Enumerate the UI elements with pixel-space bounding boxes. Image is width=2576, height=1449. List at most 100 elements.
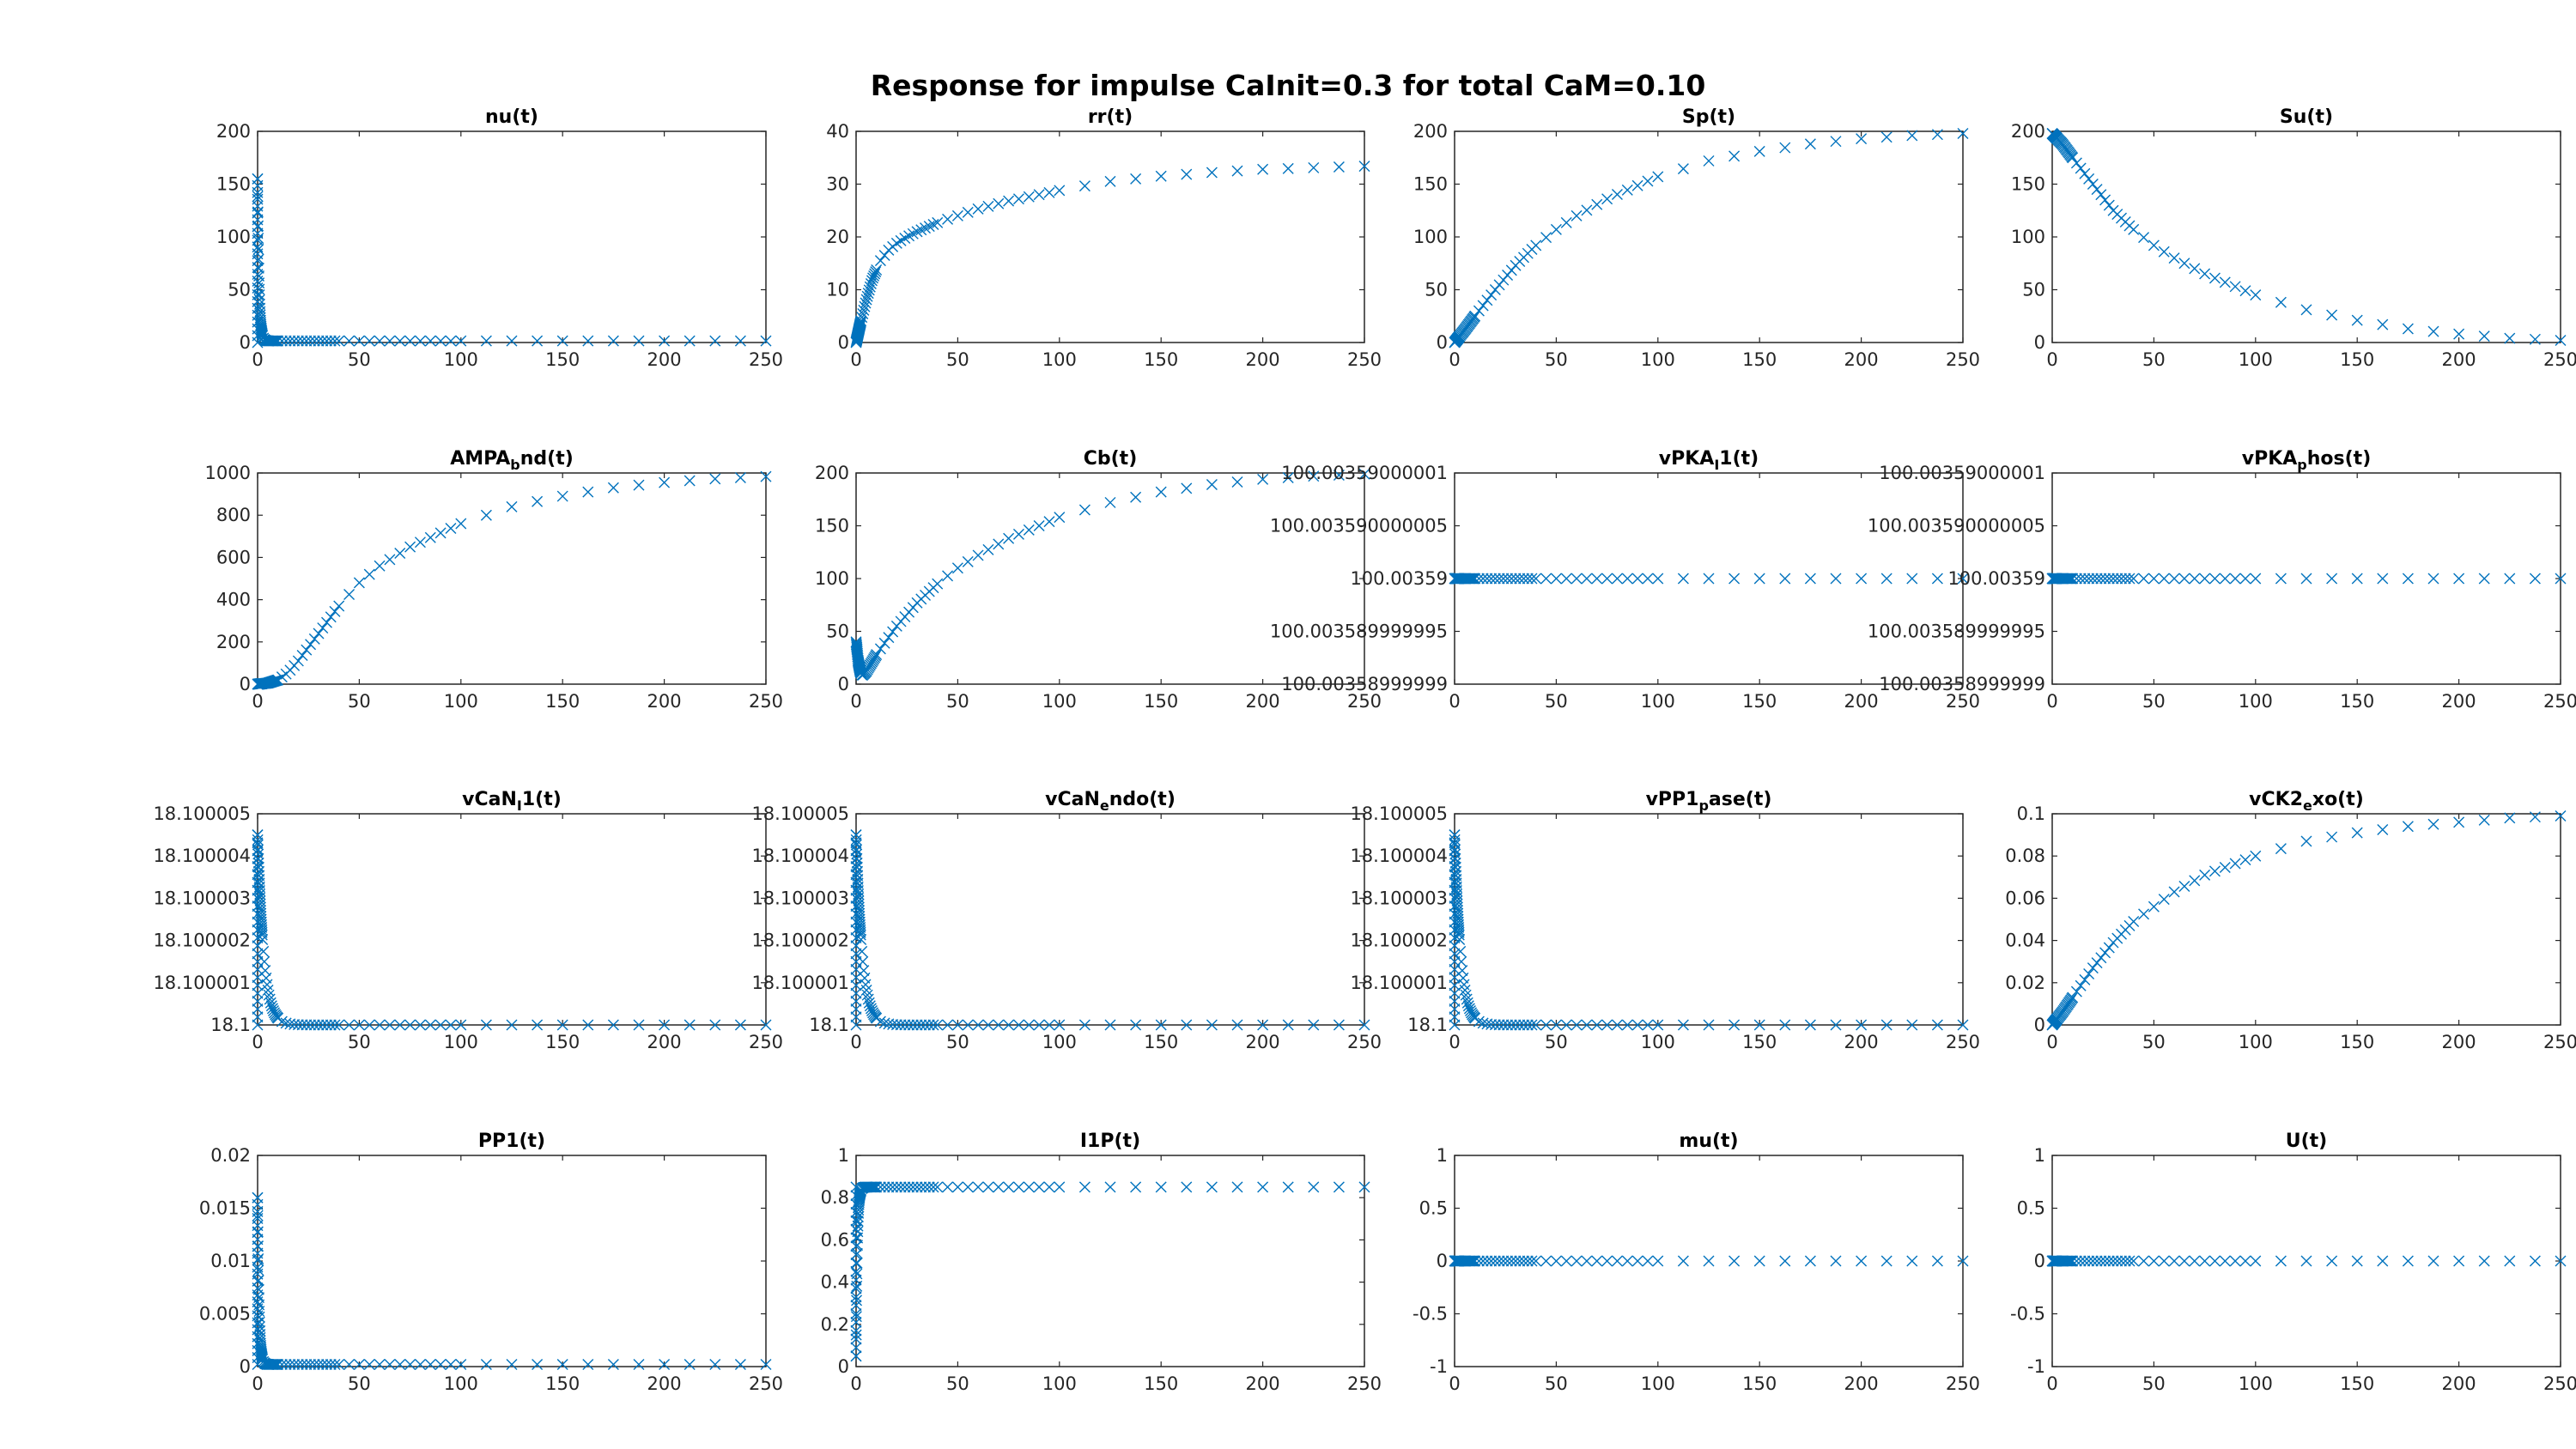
data-point-marker xyxy=(556,335,568,347)
data-point-marker xyxy=(850,979,862,991)
data-point-marker xyxy=(2099,573,2111,585)
x-tick-label: 250 xyxy=(1946,1032,1980,1052)
data-point-marker xyxy=(1054,1181,1066,1193)
data-point-marker xyxy=(2079,573,2091,585)
data-point-marker xyxy=(2087,179,2099,190)
data-point-marker xyxy=(1830,1255,1842,1267)
y-tick-label: 0 xyxy=(2034,1015,2045,1035)
data-point-marker xyxy=(321,1359,333,1371)
x-tick-label: 250 xyxy=(749,1373,783,1394)
data-point-marker xyxy=(1779,142,1791,154)
data-point-marker xyxy=(1540,1019,1552,1031)
data-point-marker xyxy=(289,1359,301,1371)
data-point-marker xyxy=(854,924,866,936)
data-point-marker xyxy=(1931,1255,1943,1267)
data-point-marker xyxy=(633,335,645,347)
data-point-marker xyxy=(1728,573,1741,585)
data-point-marker xyxy=(308,1019,320,1031)
data-point-marker xyxy=(2178,880,2190,892)
data-point-marker xyxy=(1078,180,1091,192)
y-tick-label: 18.100003 xyxy=(1350,888,1448,908)
data-point-marker xyxy=(874,1016,886,1028)
data-point-marker xyxy=(480,1359,492,1371)
data-point-marker xyxy=(284,335,296,347)
data-point-marker xyxy=(252,1210,264,1222)
data-point-marker xyxy=(1560,573,1572,585)
data-point-marker xyxy=(1753,1019,1765,1031)
x-tick-label: 50 xyxy=(946,349,969,370)
x-tick-label: 250 xyxy=(1347,1032,1382,1052)
x-tick-label: 100 xyxy=(444,1373,478,1394)
data-point-marker xyxy=(2229,281,2241,293)
data-point-marker xyxy=(867,272,879,284)
data-point-marker xyxy=(760,1019,772,1031)
data-point-marker xyxy=(659,476,671,488)
data-point-marker xyxy=(1231,165,1243,177)
data-point-marker xyxy=(2239,285,2251,297)
axes-box xyxy=(855,130,1365,343)
data-point-marker xyxy=(2326,309,2338,321)
data-point-marker xyxy=(374,1019,386,1031)
data-point-marker xyxy=(993,197,1005,209)
data-point-marker xyxy=(2351,573,2363,585)
data-point-marker xyxy=(2427,325,2439,337)
data-point-marker xyxy=(1054,185,1066,197)
data-point-marker xyxy=(951,1181,963,1193)
y-tick-label: 0.6 xyxy=(821,1229,849,1250)
x-tick-label: 250 xyxy=(749,349,783,370)
y-tick-label: 18.1 xyxy=(1407,1015,1448,1035)
subplot-11: vPP1pase(t) 0 50 100 150 200 250 18.1 18.100001 1… xyxy=(1350,789,1980,1052)
data-point-marker xyxy=(982,1181,994,1193)
data-point-marker xyxy=(556,1359,568,1371)
data-point-marker xyxy=(2219,861,2231,873)
y-tick-label: 0.08 xyxy=(2005,846,2045,866)
x-tick-label: 200 xyxy=(647,1373,682,1394)
x-tick-label: 50 xyxy=(2142,1373,2166,1394)
data-point-marker xyxy=(353,1019,365,1031)
data-point-marker xyxy=(1856,133,1868,145)
data-point-marker xyxy=(258,945,270,957)
data-series xyxy=(850,829,1370,1031)
data-point-marker xyxy=(1522,1255,1534,1267)
data-point-marker xyxy=(659,1019,671,1031)
subplot-13: PP1(t) 0 50 100 150 200 250 0 0.005 0.01 0.015 0.02 xyxy=(199,1131,783,1394)
data-point-marker xyxy=(1012,1019,1024,1031)
data-point-marker xyxy=(506,500,518,512)
data-point-marker xyxy=(1804,573,1816,585)
data-point-marker xyxy=(363,568,375,580)
data-point-marker xyxy=(394,1359,406,1371)
x-tick-label: 100 xyxy=(2239,349,2273,370)
data-point-marker xyxy=(1540,1255,1552,1267)
x-tick-label: 150 xyxy=(2340,1032,2374,1052)
data-point-marker xyxy=(292,335,304,347)
data-point-marker xyxy=(1449,861,1461,873)
data-point-marker xyxy=(1728,1255,1741,1267)
data-point-marker xyxy=(851,848,863,860)
data-series xyxy=(252,829,772,1031)
data-point-marker xyxy=(1130,173,1142,185)
data-point-marker xyxy=(2099,1255,2111,1267)
data-point-marker xyxy=(325,335,337,347)
data-point-marker xyxy=(1830,1019,1842,1031)
data-point-marker xyxy=(1631,573,1643,585)
data-point-marker xyxy=(2504,1255,2516,1267)
data-point-marker xyxy=(982,1019,994,1031)
x-tick-label: 100 xyxy=(2239,691,2273,712)
data-point-marker xyxy=(1591,198,1603,210)
x-tick-label: 100 xyxy=(1042,1373,1077,1394)
x-tick-label: 100 xyxy=(1641,1373,1675,1394)
data-point-marker xyxy=(1526,573,1538,585)
data-point-marker xyxy=(2070,1255,2082,1267)
data-point-marker xyxy=(1906,1255,1918,1267)
data-point-marker xyxy=(252,233,264,245)
data-point-marker xyxy=(1560,1255,1572,1267)
data-point-marker xyxy=(1510,1255,1522,1267)
y-tick-label: 18.100003 xyxy=(751,888,849,908)
data-point-marker xyxy=(951,209,963,221)
x-tick-label: 200 xyxy=(1844,1373,1879,1394)
data-point-marker xyxy=(942,1019,954,1031)
data-point-marker xyxy=(1155,1019,1167,1031)
data-point-marker xyxy=(384,1359,396,1371)
data-point-marker xyxy=(308,335,320,347)
data-point-marker xyxy=(317,1019,329,1031)
